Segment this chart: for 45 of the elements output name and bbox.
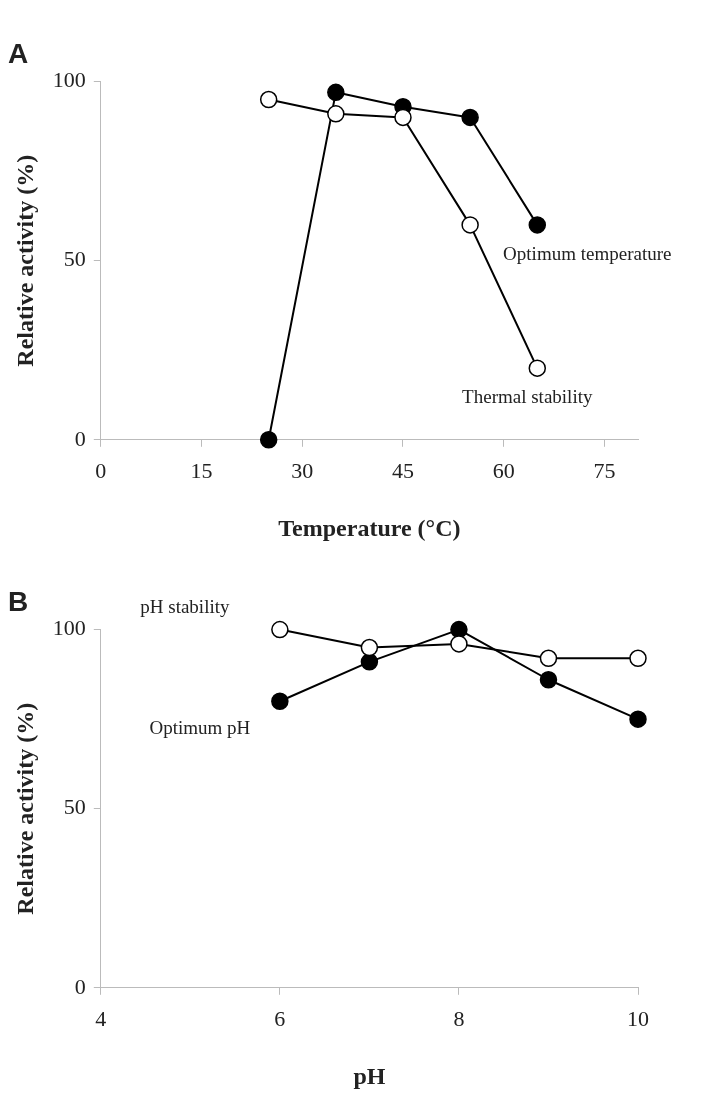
point xyxy=(528,359,547,377)
y-tick-label: 100 xyxy=(52,615,86,641)
series-label: Optimum pH xyxy=(149,717,251,739)
x-tick-label: 4 xyxy=(95,1005,107,1031)
series-label: Optimum temperature xyxy=(503,242,672,264)
chart-title: A xyxy=(8,37,29,69)
point xyxy=(629,649,647,668)
x-tick-label: 60 xyxy=(492,457,515,483)
point xyxy=(539,671,558,689)
x-tick-label: 10 xyxy=(627,1005,649,1031)
point xyxy=(450,620,468,639)
point xyxy=(450,635,468,653)
x-tick-label: 0 xyxy=(95,457,107,483)
y-tick-label: 50 xyxy=(63,246,86,272)
x-axis-title: Temperature (°C) xyxy=(278,514,461,541)
y-tick-label: 0 xyxy=(74,425,86,451)
y-axis-title: Relative activity (%) xyxy=(11,154,38,367)
chart-title: B xyxy=(8,585,29,617)
y-tick-label: 50 xyxy=(63,794,86,820)
point xyxy=(259,431,278,449)
y-axis-title: Relative activity (%) xyxy=(11,702,38,915)
point xyxy=(528,216,547,234)
point xyxy=(271,692,289,710)
point xyxy=(394,108,412,127)
y-tick-label: 100 xyxy=(52,67,86,93)
point xyxy=(360,653,379,671)
x-axis-title: pH xyxy=(353,1062,386,1089)
point xyxy=(461,216,479,234)
text: pH stability xyxy=(140,595,230,617)
y-tick-label: 0 xyxy=(74,973,86,999)
point xyxy=(360,638,379,657)
x-tick-label: 15 xyxy=(190,457,213,483)
point xyxy=(259,90,278,109)
x-tick-label: 30 xyxy=(291,457,314,483)
x-tick-label: 6 xyxy=(274,1005,286,1031)
x-tick-label: 75 xyxy=(593,457,616,483)
point xyxy=(271,620,289,639)
point xyxy=(539,649,558,668)
point xyxy=(327,83,345,102)
series-label: Thermal stability xyxy=(462,386,593,408)
point xyxy=(461,108,479,127)
point xyxy=(327,105,345,123)
point xyxy=(629,710,647,728)
x-tick-label: 45 xyxy=(391,457,414,483)
x-tick-label: 8 xyxy=(453,1005,465,1031)
